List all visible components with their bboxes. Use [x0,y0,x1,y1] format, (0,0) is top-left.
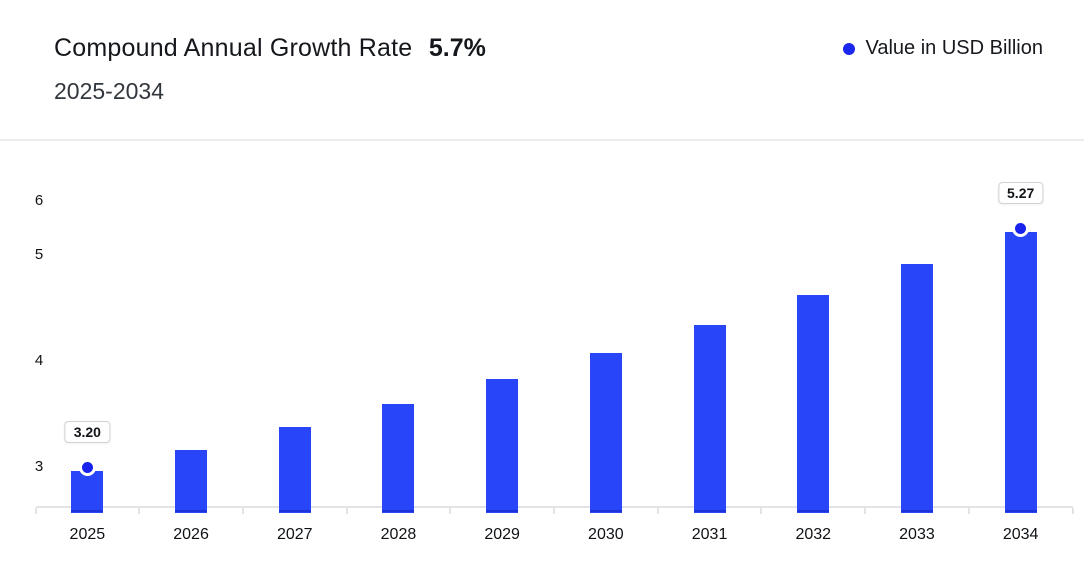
chart-period: 2025-2034 [54,78,164,104]
header-divider [0,139,1084,141]
x-axis-label: 2028 [380,526,417,543]
chart-title: Compound Annual Growth Rate [54,34,413,62]
data-point-label: 5.27 [998,181,1044,204]
x-axis-tick [241,508,244,514]
bar-2032 [797,295,830,513]
bar-2034 [1004,231,1037,513]
x-axis-label: 2034 [1002,526,1039,543]
x-axis-tick [345,508,348,514]
x-axis-tick [138,508,141,514]
legend-label: Value in USD Billion [865,37,1044,59]
chart-header: Compound Annual Growth Rate 5.7% 2025-20… [0,0,1084,139]
x-axis-tick [967,508,970,514]
y-axis-label: 3 [34,458,44,475]
bar-2031 [693,325,726,513]
data-point-marker [1012,220,1030,237]
bar-2033 [900,263,933,513]
bar-chart: 3 4 5 6 2025 2026 2027 2028 2029 2030 2031 2032 2033… [0,141,1084,584]
x-axis-tick [864,508,867,514]
data-point-label: 3.20 [64,420,110,443]
legend: Value in USD Billion [842,37,1044,60]
x-axis-label: 2025 [69,526,106,543]
x-axis-label: 2029 [484,526,520,543]
x-axis-tick [1071,508,1074,514]
x-axis-label: 2033 [899,526,935,543]
bar-2025 [71,470,104,513]
bar-2029 [486,379,519,513]
bar-2030 [589,352,622,513]
cagr-value: 5.7% [428,34,486,62]
x-axis-label: 2027 [276,526,313,543]
x-axis-tick [553,508,555,514]
x-axis-tick [760,508,763,514]
x-axis-label: 2026 [173,526,209,543]
y-axis-label: 5 [34,246,44,263]
x-axis-label: 2032 [795,526,832,543]
x-axis-label: 2030 [588,526,624,543]
title-line: Compound Annual Growth Rate 5.7% [54,34,486,63]
x-axis-line [35,506,1073,508]
bar-2028 [382,403,415,513]
x-axis-label: 2031 [691,526,728,543]
bar-2026 [175,449,208,513]
legend-dot-icon [842,42,855,55]
bar-2027 [278,426,311,513]
y-axis-label: 4 [34,352,44,369]
x-axis-tick [656,508,659,514]
x-axis-tick [34,508,37,514]
x-axis-tick [449,508,452,514]
y-axis-label: 6 [34,192,44,209]
data-point-marker [78,459,96,476]
